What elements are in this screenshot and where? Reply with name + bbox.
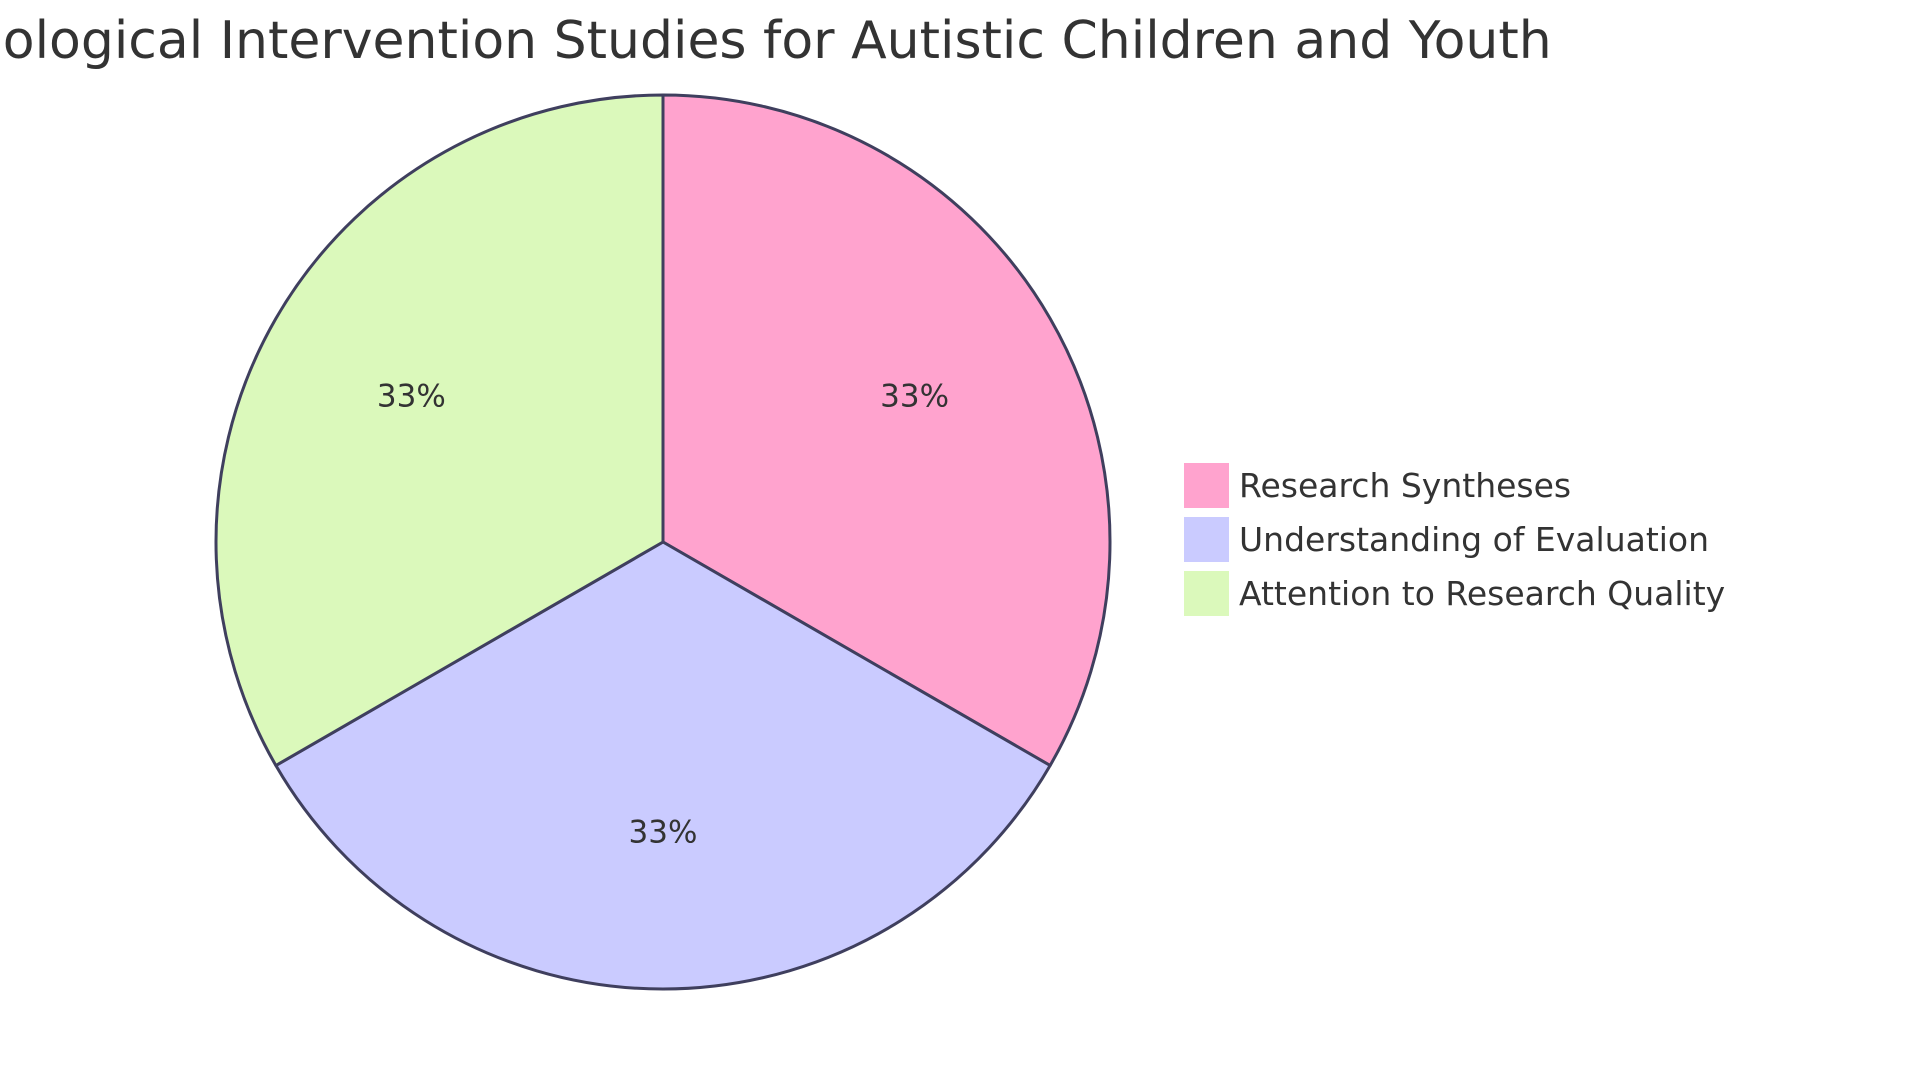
legend-item-1: Research Syntheses [1184,463,1571,508]
legend-label-1: Research Syntheses [1239,466,1571,505]
pie-slice-3 [214,93,665,767]
pie-slice-labels: 33% 33% 33% [377,379,949,851]
slice-percent-label-1: 33% [880,379,949,415]
legend-swatch-2 [1184,517,1229,562]
pie-slice-1 [661,93,1112,767]
legend-swatch-1 [1184,463,1229,508]
slice-percent-label-3: 33% [377,379,446,415]
pie-slice-2 [274,540,1052,991]
chart-title: Pharmacological Intervention Studies for… [0,11,1552,71]
legend-item-3: Attention to Research Quality [1184,571,1725,616]
legend-item-2: Understanding of Evaluation [1184,517,1709,562]
legend-label-3: Attention to Research Quality [1239,574,1725,613]
legend-swatch-3 [1184,571,1229,616]
legend-label-2: Understanding of Evaluation [1239,520,1709,559]
legend: Research Syntheses Understanding of Evalu… [1184,463,1725,616]
slice-percent-label-2: 33% [629,815,698,851]
pie-slices [214,93,1112,991]
